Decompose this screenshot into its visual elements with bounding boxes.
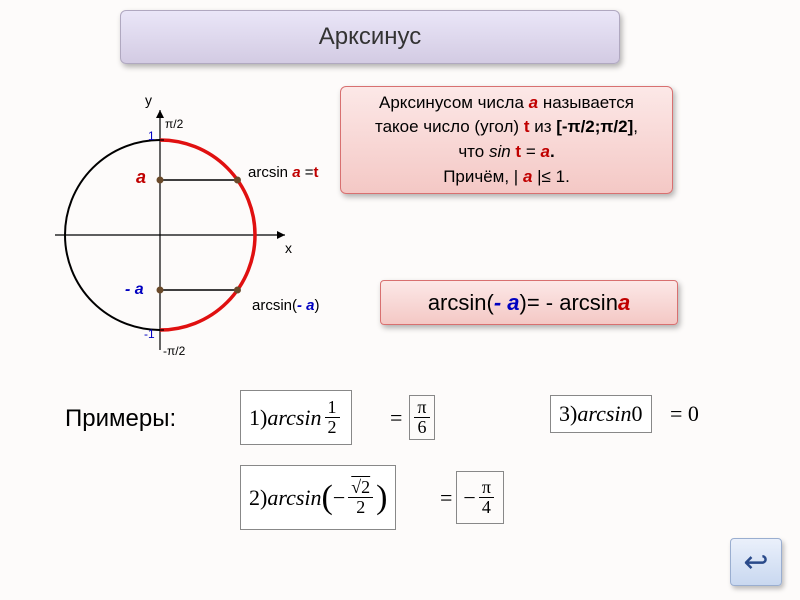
eq1-num: 1	[325, 398, 340, 418]
eq2-res-frac: π 4	[479, 478, 494, 517]
eq1-eq: =	[390, 405, 402, 431]
arcsin-pos-mid: =	[301, 164, 314, 181]
def-l1-a: а	[529, 93, 538, 112]
eq3-arg: 0	[632, 401, 643, 427]
def-line-1: Арксинусом числа а называется	[379, 91, 634, 116]
def-line-4: Причём, | а |≤ 1.	[443, 165, 570, 190]
def-l3-post: .	[550, 142, 555, 161]
eq2-frac: √2 2	[348, 478, 373, 517]
title-box: Арксинус	[120, 10, 620, 64]
unit-circle-chart: y x π/2 -π/2 1 -1 а - а arcsin а =t arcs…	[30, 90, 330, 380]
eq3-box: 3)arcsin0	[550, 395, 652, 433]
def-l4-a: а	[523, 167, 532, 186]
eq1-box: 1) arcsin 1 2	[240, 390, 352, 445]
eq1-result: = π 6	[390, 390, 438, 445]
arcsin-neg-post: )	[315, 297, 320, 314]
eq1-rnum: π	[414, 398, 429, 418]
examples-label: Примеры:	[65, 405, 176, 433]
def-l3-sin: sin	[489, 142, 515, 161]
def-l1-post: называется	[538, 93, 634, 112]
def-line-2: такое число (угол) t из [-π/2;π/2],	[375, 115, 638, 140]
eq2-result: = − π 4	[440, 465, 504, 530]
eq1-label: 1)	[249, 405, 267, 431]
a-neg-label: - а	[125, 282, 144, 298]
eq1-fn: arcsin	[267, 405, 321, 431]
eq2-lp: (	[322, 479, 333, 517]
def-l3-pre: что	[458, 142, 489, 161]
def-l2-mid: из	[529, 117, 556, 136]
nav-home-button[interactable]: ↩	[730, 538, 782, 586]
eq2-eq: =	[440, 485, 452, 511]
title-text: Арксинус	[319, 23, 422, 51]
a-pos-label: а	[136, 168, 146, 186]
def-l4-post: |≤ 1.	[532, 167, 569, 186]
eq2-res-sign: −	[463, 485, 475, 511]
neg-one-label: -1	[144, 328, 155, 340]
chart-svg	[30, 90, 330, 380]
return-arrow-icon: ↩	[743, 545, 768, 580]
one-label: 1	[148, 130, 155, 142]
arcsin-pos-a: а	[292, 164, 300, 181]
def-l2-post: ,	[633, 117, 638, 136]
eq2-sign: −	[333, 485, 345, 511]
arcsin-pos-label: arcsin а =t	[248, 165, 318, 180]
def-l3-eq: =	[521, 142, 540, 161]
arcsin-neg-a: - а	[297, 297, 315, 314]
def-l2-pre: такое число (угол)	[375, 117, 524, 136]
eq2-box: 2)arcsin ( − √2 2 )	[240, 465, 396, 530]
eq2-result-inner: − π 4	[456, 471, 504, 524]
arcsin-neg-label: arcsin(- а)	[252, 298, 320, 313]
eq1-den: 2	[325, 418, 340, 437]
def-line-3: что sin t = а.	[458, 140, 554, 165]
eq2-num: √2	[348, 478, 373, 498]
eq3-fn: arcsin	[577, 401, 631, 427]
formula-p1: arcsin(	[428, 290, 494, 316]
arcsin-pos-pre: arcsin	[248, 164, 292, 181]
def-l3-a: а	[540, 142, 549, 161]
formula-p2: )= - arcsin	[520, 290, 618, 316]
y-axis-label: y	[145, 92, 152, 108]
arcsin-pos-t: t	[313, 164, 318, 181]
arcsin-neg-pre: arcsin(	[252, 297, 297, 314]
x-axis-label: x	[285, 240, 292, 256]
pi2-top-label: π/2	[165, 118, 183, 130]
eq1-frac: 1 2	[325, 398, 340, 437]
eq2-label: 2)	[249, 485, 267, 511]
eq1-rden: 6	[414, 418, 429, 437]
eq3-label: 3)	[559, 401, 577, 427]
formula-a2: а	[618, 290, 630, 316]
eq2-fn: arcsin	[267, 485, 321, 511]
eq2-den: 2	[353, 498, 368, 517]
formula-neg-a: - а	[494, 290, 520, 316]
formula-box: arcsin(- а)= - arcsin а	[380, 280, 678, 325]
eq2-res-den: 4	[479, 498, 494, 517]
eq2-res-num: π	[479, 478, 494, 498]
eq2-rp: )	[376, 479, 387, 517]
def-l1-pre: Арксинусом числа	[379, 93, 529, 112]
def-l2-range: [-π/2;π/2]	[556, 117, 633, 136]
pi2-bottom-label: -π/2	[163, 345, 185, 357]
eq2-num-rad: √2	[351, 477, 370, 497]
definition-box: Арксинусом числа а называется такое числ…	[340, 86, 673, 194]
eq3-result: = 0	[670, 395, 699, 433]
def-l4-pre: Причём, |	[443, 167, 523, 186]
eq1-result-frac: π 6	[409, 395, 434, 440]
